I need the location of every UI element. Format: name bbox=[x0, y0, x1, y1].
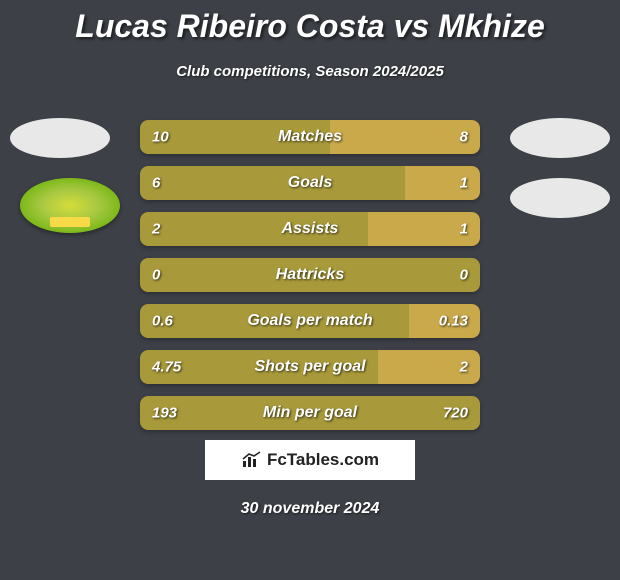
stat-value-right: 1 bbox=[460, 221, 468, 238]
player-right-club-logo-placeholder bbox=[510, 118, 610, 158]
player-left-club-emblem bbox=[20, 178, 120, 233]
stat-row: Goals6 1 bbox=[140, 166, 480, 200]
stat-value-right: 8 bbox=[460, 129, 468, 146]
stat-row: Assists2 1 bbox=[140, 212, 480, 246]
stat-label: Hattricks bbox=[140, 266, 480, 284]
stat-value-left: 2 bbox=[152, 221, 160, 238]
stat-value-left: 0 bbox=[152, 267, 160, 284]
subtitle: Club competitions, Season 2024/2025 bbox=[0, 63, 620, 80]
fctables-brand: FcTables.com bbox=[205, 440, 415, 480]
comparison-bars: Matches108Goals61Assists21Hattricks00Goa… bbox=[140, 120, 480, 442]
stat-label: Goals bbox=[140, 174, 480, 192]
page-title: Lucas Ribeiro Costa vs Mkhize bbox=[0, 0, 620, 45]
stat-row: Hattricks0 0 bbox=[140, 258, 480, 292]
stat-row: Matches10 8 bbox=[140, 120, 480, 154]
stat-row: Min per goal193 720 bbox=[140, 396, 480, 430]
stat-value-right: 720 bbox=[443, 405, 468, 422]
brand-text: FcTables.com bbox=[267, 450, 379, 470]
player-left-club-logo-placeholder bbox=[10, 118, 110, 158]
stat-label: Goals per match bbox=[140, 312, 480, 330]
stat-value-right: 0 bbox=[460, 267, 468, 284]
stat-value-right: 0.13 bbox=[439, 313, 468, 330]
stat-value-right: 1 bbox=[460, 175, 468, 192]
stat-label: Matches bbox=[140, 128, 480, 146]
player-right-club-logo-placeholder-2 bbox=[510, 178, 610, 218]
stat-label: Min per goal bbox=[140, 404, 480, 422]
stat-value-left: 0.6 bbox=[152, 313, 173, 330]
stat-value-left: 10 bbox=[152, 129, 169, 146]
date-label: 30 november 2024 bbox=[0, 500, 620, 518]
stat-value-left: 4.75 bbox=[152, 359, 181, 376]
stat-value-left: 193 bbox=[152, 405, 177, 422]
stat-row: Goals per match0.6 0.13 bbox=[140, 304, 480, 338]
stat-value-right: 2 bbox=[460, 359, 468, 376]
stat-label: Shots per goal bbox=[140, 358, 480, 376]
stat-value-left: 6 bbox=[152, 175, 160, 192]
stat-label: Assists bbox=[140, 220, 480, 238]
chart-icon bbox=[241, 451, 263, 469]
stat-row: Shots per goal4.75 2 bbox=[140, 350, 480, 384]
